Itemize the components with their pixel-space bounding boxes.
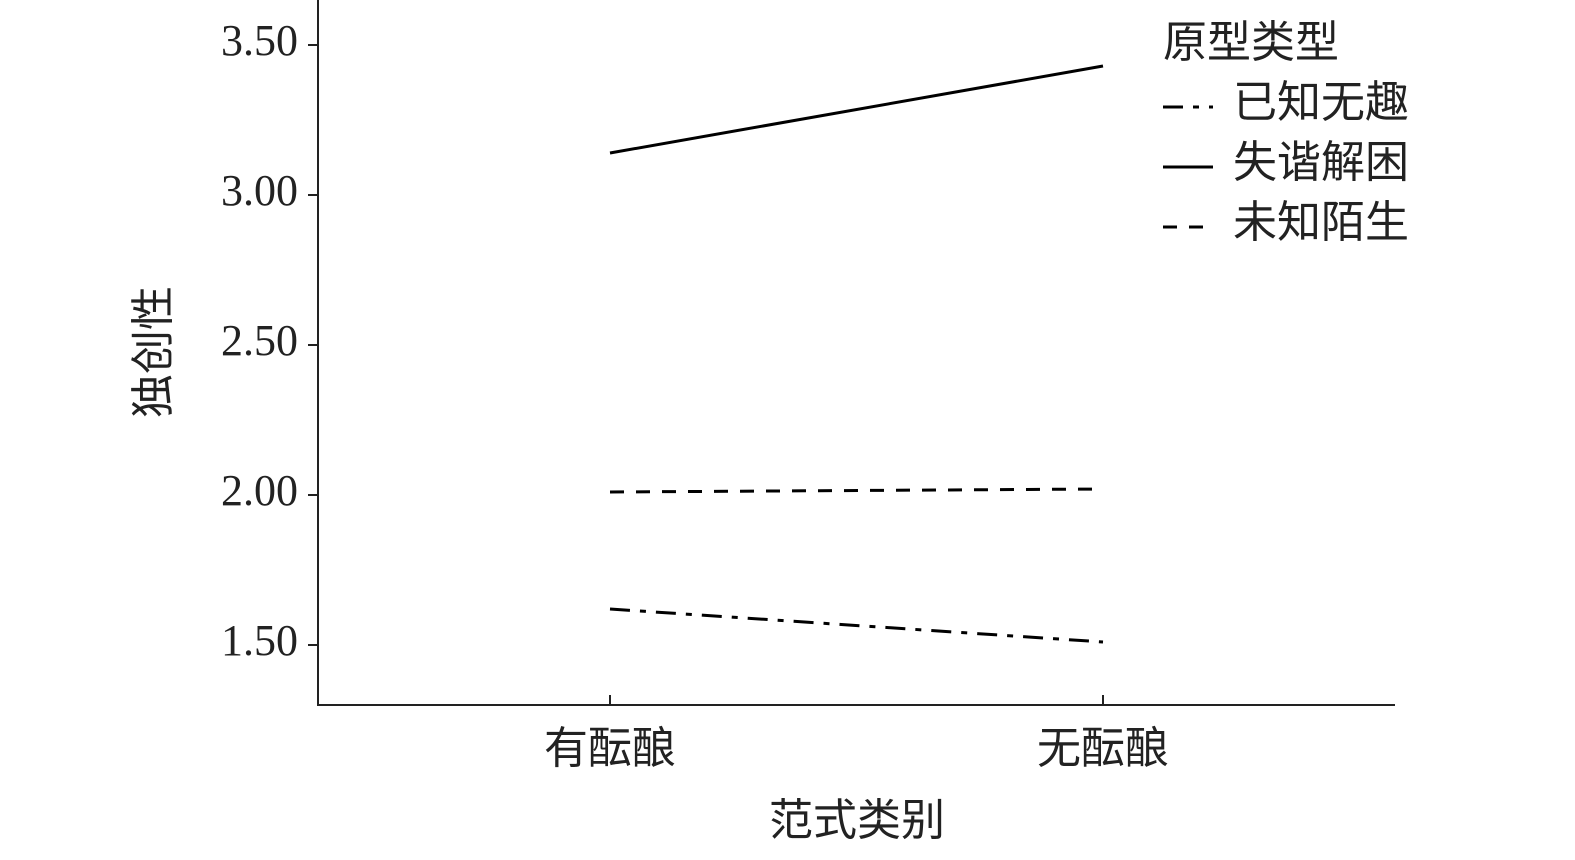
legend-label: 未知陌生 [1233,198,1409,247]
y-tick-label: 3.00 [221,166,298,215]
y-tick-label: 2.50 [221,316,298,365]
legend-title: 原型类型 [1163,18,1339,67]
y-tick-label: 2.00 [221,466,298,515]
y-axis-label: 独创性 [129,286,178,418]
legend-label: 失谐解困 [1233,138,1409,187]
y-tick-label: 3.50 [221,16,298,65]
series-line [609,487,1104,494]
series-line [609,64,1104,155]
x-tick-label: 无酝酿 [1037,724,1169,773]
series-line [609,607,1104,644]
legend-label: 已知无趣 [1233,78,1409,127]
x-axis-label: 范式类别 [769,796,945,845]
y-tick-label: 1.50 [221,616,298,665]
x-tick-label: 有酝酿 [544,724,676,773]
